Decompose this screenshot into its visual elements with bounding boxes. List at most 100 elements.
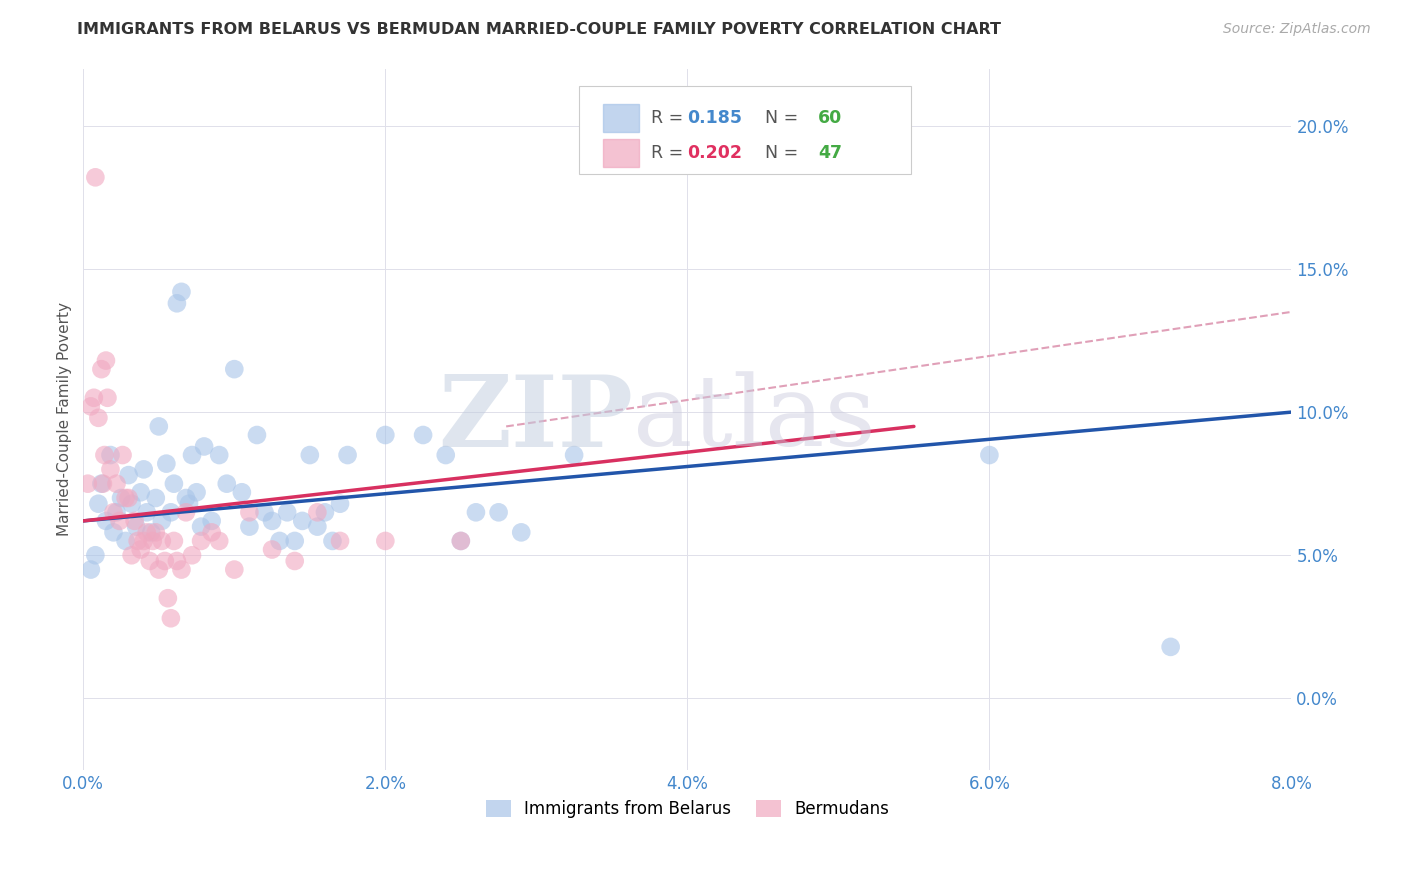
Point — [307, 505, 329, 519]
Point — [174, 505, 197, 519]
Point — [336, 448, 359, 462]
Point — [193, 440, 215, 454]
Text: R =: R = — [651, 144, 689, 161]
Point — [111, 448, 134, 462]
Point — [148, 419, 170, 434]
Point — [142, 533, 165, 548]
Point — [103, 525, 125, 540]
Y-axis label: Married-Couple Family Poverty: Married-Couple Family Poverty — [58, 302, 72, 536]
Point — [253, 505, 276, 519]
Point — [298, 448, 321, 462]
Point — [190, 533, 212, 548]
Point — [83, 391, 105, 405]
Point — [488, 505, 510, 519]
Point — [238, 519, 260, 533]
Point — [145, 491, 167, 505]
Point — [314, 505, 336, 519]
Point — [127, 533, 149, 548]
Point — [412, 428, 434, 442]
Point — [94, 514, 117, 528]
Point — [276, 505, 298, 519]
Point — [91, 476, 114, 491]
Point — [94, 353, 117, 368]
Point — [160, 611, 183, 625]
Point — [80, 400, 103, 414]
Legend: Immigrants from Belarus, Bermudans: Immigrants from Belarus, Bermudans — [479, 793, 896, 825]
Point — [80, 563, 103, 577]
Point — [166, 554, 188, 568]
Bar — [603, 103, 640, 132]
Point — [170, 285, 193, 299]
Text: R =: R = — [651, 109, 689, 127]
Point — [208, 533, 231, 548]
Point — [90, 362, 112, 376]
Point — [238, 505, 260, 519]
Text: Source: ZipAtlas.com: Source: ZipAtlas.com — [1223, 22, 1371, 37]
Point — [163, 533, 186, 548]
Point — [163, 476, 186, 491]
Point — [103, 505, 125, 519]
Point — [284, 554, 307, 568]
Point — [181, 548, 204, 562]
Point — [87, 410, 110, 425]
Point — [84, 170, 107, 185]
Point — [110, 491, 132, 505]
Point — [153, 554, 176, 568]
Point — [156, 591, 179, 606]
Point — [150, 514, 173, 528]
Point — [135, 505, 157, 519]
Point — [979, 448, 1001, 462]
Point — [262, 514, 284, 528]
Point — [562, 448, 585, 462]
Point — [291, 514, 314, 528]
Text: N =: N = — [754, 144, 804, 161]
Point — [84, 548, 107, 562]
FancyBboxPatch shape — [579, 86, 911, 174]
Point — [129, 485, 152, 500]
Point — [510, 525, 533, 540]
Text: 0.202: 0.202 — [688, 144, 742, 161]
Point — [321, 533, 343, 548]
Point — [100, 448, 122, 462]
Point — [465, 505, 488, 519]
Point — [201, 525, 224, 540]
Point — [90, 476, 112, 491]
Point — [155, 457, 177, 471]
Point — [246, 428, 269, 442]
Point — [114, 491, 136, 505]
Point — [132, 462, 155, 476]
Text: 47: 47 — [818, 144, 842, 161]
Point — [114, 533, 136, 548]
Point — [93, 448, 115, 462]
Bar — [603, 138, 640, 167]
Point — [190, 519, 212, 533]
Point — [177, 497, 200, 511]
Point — [374, 533, 396, 548]
Point — [224, 563, 246, 577]
Point — [215, 476, 238, 491]
Point — [139, 554, 162, 568]
Point — [374, 428, 396, 442]
Text: 0.185: 0.185 — [688, 109, 742, 127]
Text: 60: 60 — [818, 109, 842, 127]
Point — [150, 533, 173, 548]
Text: IMMIGRANTS FROM BELARUS VS BERMUDAN MARRIED-COUPLE FAMILY POVERTY CORRELATION CH: IMMIGRANTS FROM BELARUS VS BERMUDAN MARR… — [77, 22, 1001, 37]
Point — [76, 476, 98, 491]
Point — [100, 462, 122, 476]
Point — [284, 533, 307, 548]
Text: atlas: atlas — [633, 371, 876, 467]
Point — [96, 391, 118, 405]
Point — [117, 491, 139, 505]
Point — [186, 485, 208, 500]
Point — [108, 514, 131, 528]
Point — [124, 514, 146, 528]
Point — [125, 519, 148, 533]
Point — [170, 563, 193, 577]
Point — [121, 548, 143, 562]
Point — [329, 533, 352, 548]
Point — [117, 468, 139, 483]
Point — [450, 533, 472, 548]
Point — [329, 497, 352, 511]
Point — [141, 525, 163, 540]
Point — [307, 519, 329, 533]
